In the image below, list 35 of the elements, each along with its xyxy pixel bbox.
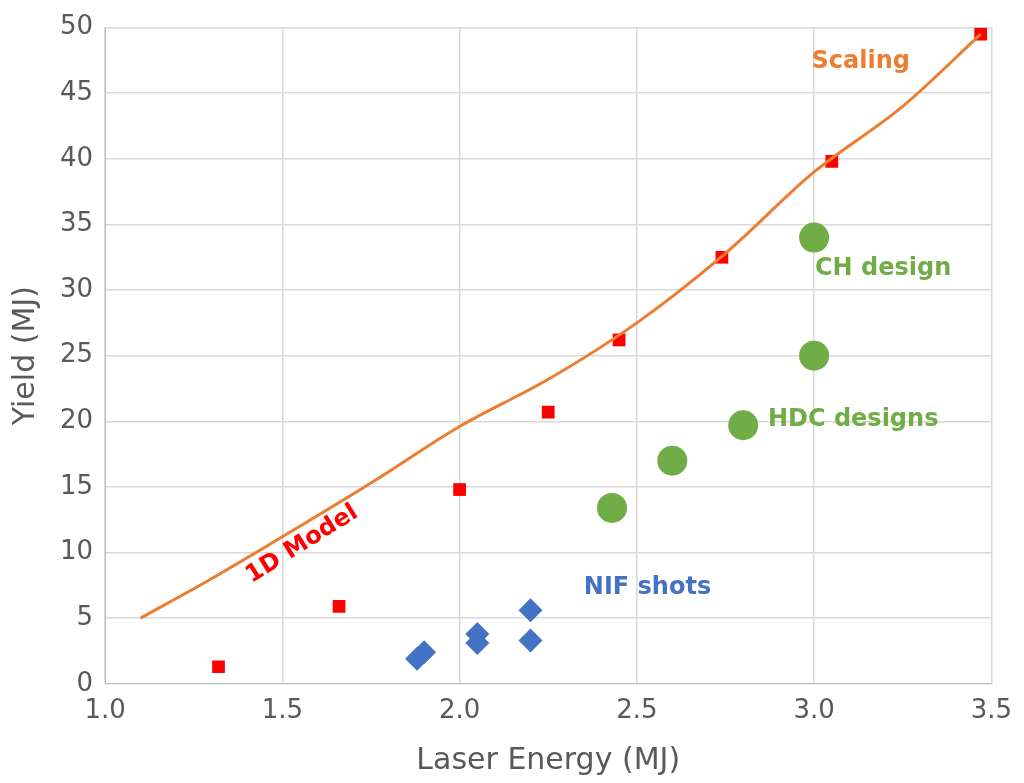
point [453,483,466,496]
x-tick-label: 3.5 [970,694,1013,725]
series-label: NIF shots [583,571,712,600]
y-tick-label: 0 [76,666,94,697]
x-tick-label: 2.0 [438,694,481,725]
point [728,410,759,441]
y-tick-label: 20 [59,404,94,435]
point [597,492,628,523]
x-tick-label: 3.0 [793,694,835,725]
series-label: HDC designs [767,404,939,433]
point [518,598,543,623]
x-tick-label: 1.0 [84,694,126,725]
point [799,222,830,253]
x-tick-label: 1.5 [261,694,304,725]
point [332,600,346,613]
y-tick-label: 30 [59,272,94,303]
series-label: CH design [814,252,952,281]
y-tick-label: 40 [59,141,94,172]
point [212,660,225,674]
series-label: Scaling [811,46,910,75]
point [518,628,543,653]
point [541,405,555,419]
y-tick-label: 50 [59,10,94,41]
y-tick-label: 15 [59,469,94,500]
x-tick-label: 2.5 [616,694,658,725]
y-tick-label: 5 [76,600,94,631]
y-axis-title: Yield (MJ) [5,286,41,427]
point [657,445,688,476]
point [799,340,830,371]
y-tick-label: 25 [59,338,94,369]
x-axis-title: Laser Energy (MJ) [416,740,681,776]
point [412,640,437,665]
y-tick-label: 45 [59,75,94,106]
y-tick-label: 35 [59,207,94,238]
y-tick-label: 10 [59,535,94,566]
